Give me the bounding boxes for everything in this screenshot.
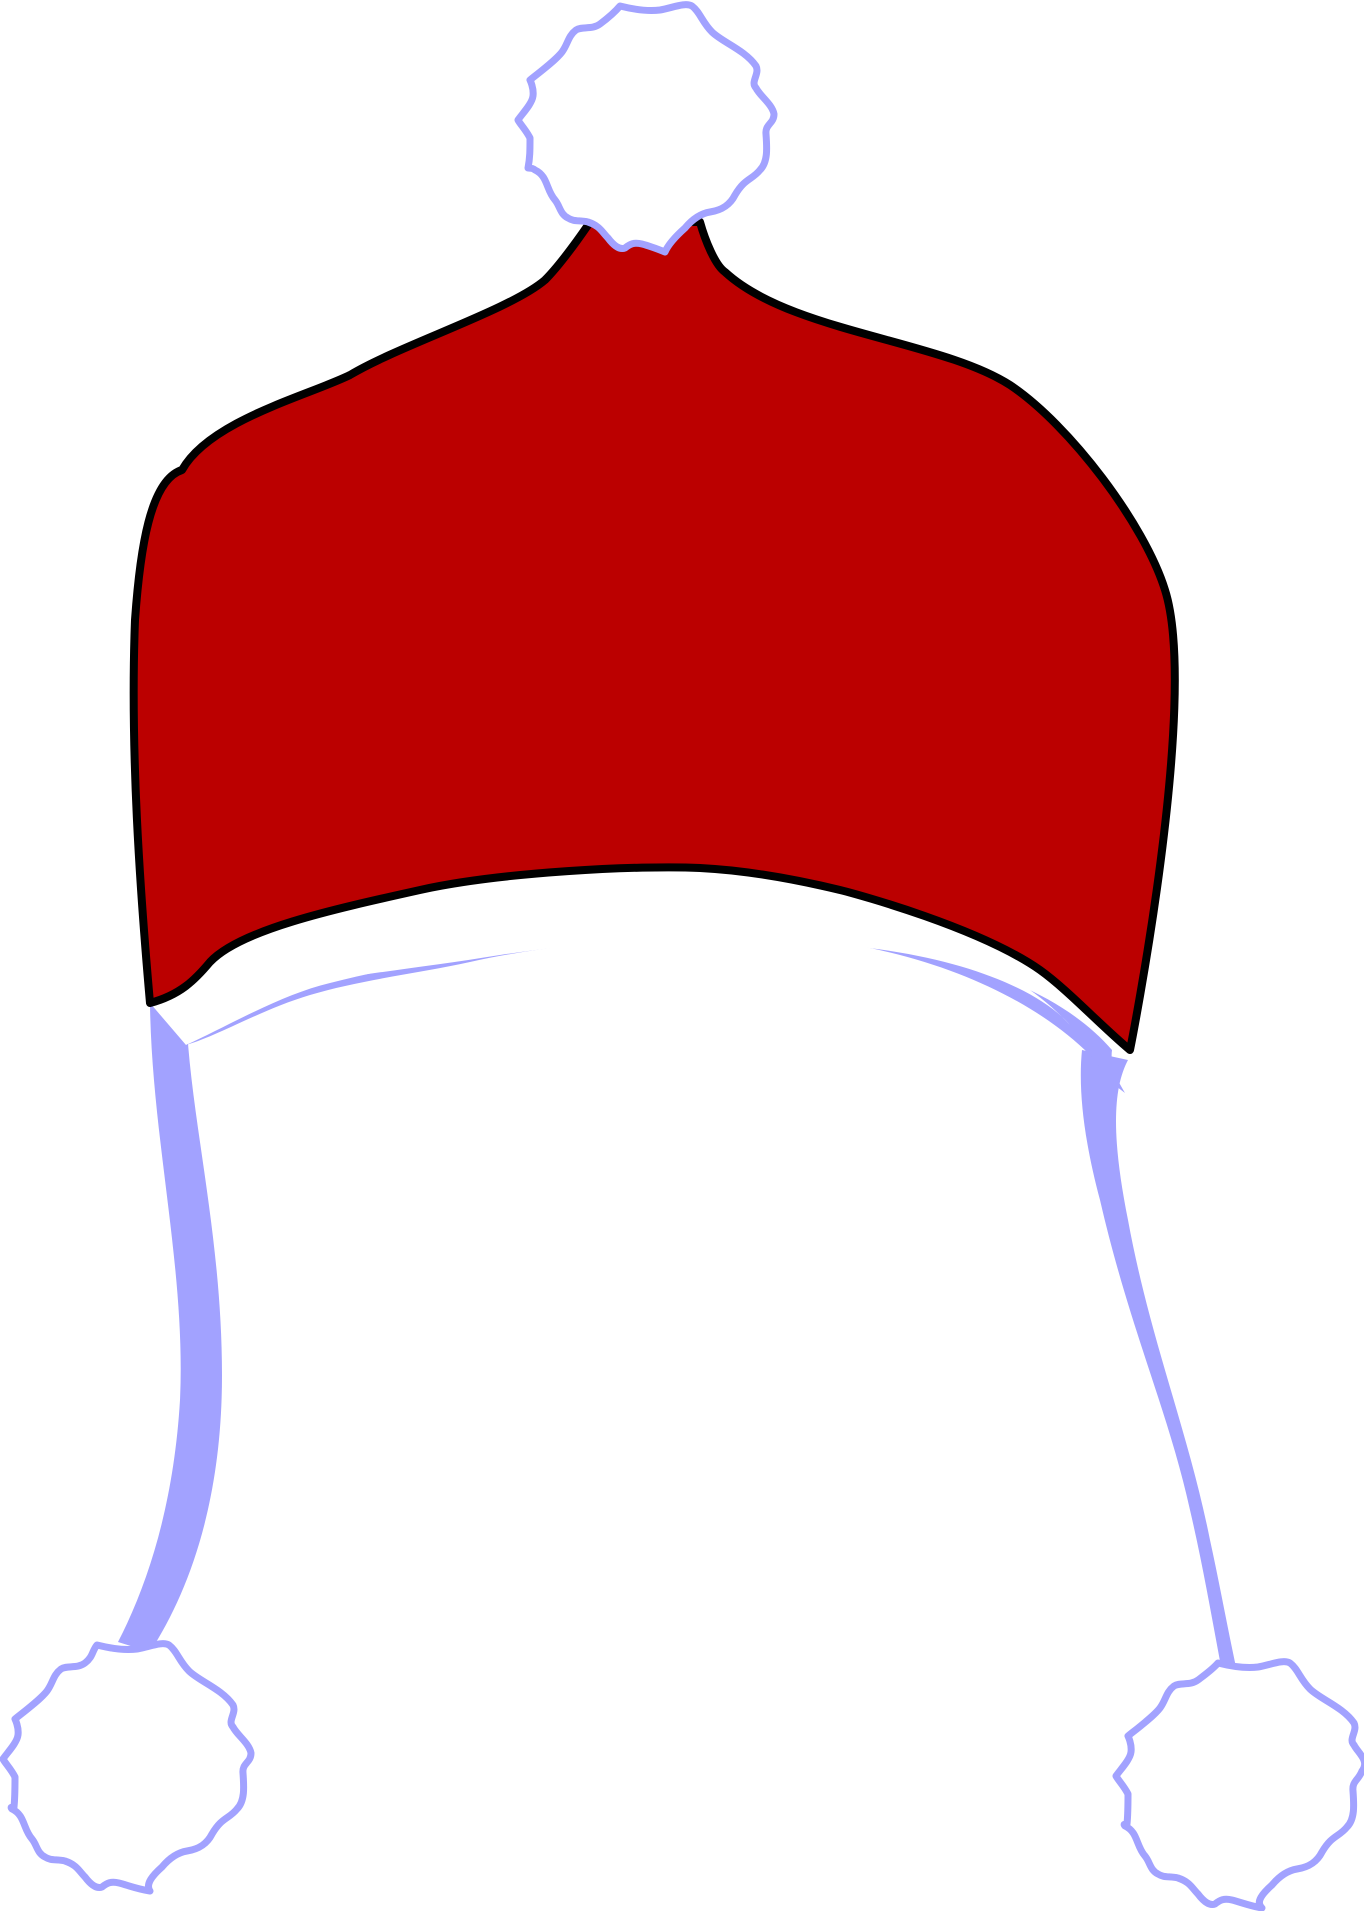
left-pompom xyxy=(0,1640,255,1895)
left-ear-tie xyxy=(118,1005,222,1652)
right-pompom xyxy=(1112,1658,1364,1911)
hat-body xyxy=(129,217,1179,1054)
brim-highlight xyxy=(186,910,1070,1025)
top-pompom xyxy=(514,1,778,256)
brim-band xyxy=(150,865,1128,1053)
right-ear-tie xyxy=(1080,1050,1290,1832)
